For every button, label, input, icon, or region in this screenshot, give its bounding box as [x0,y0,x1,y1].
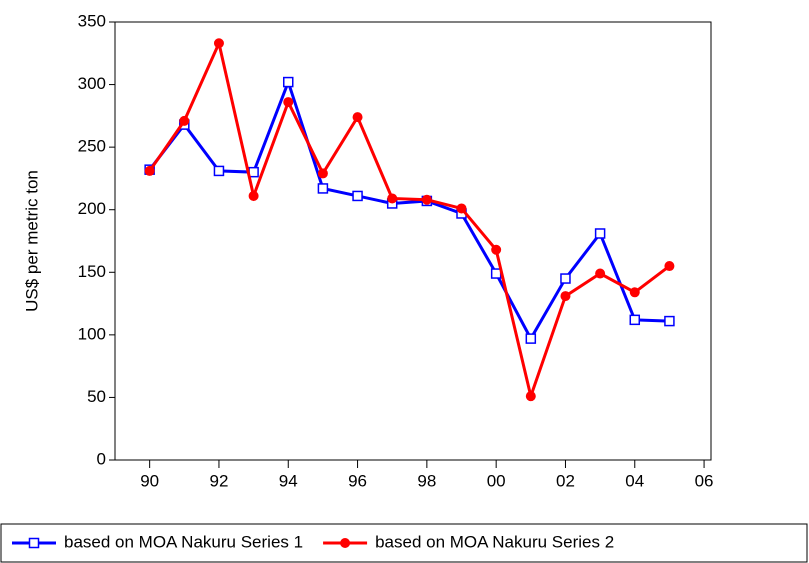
y-tick-label: 200 [78,199,106,218]
data-point [594,228,606,239]
x-tick-label: 96 [348,471,367,490]
y-tick-label: 50 [87,387,106,406]
data-point [317,168,328,179]
y-tick-label: 350 [78,11,106,30]
y-tick-label: 100 [78,324,106,343]
x-tick-label: 06 [695,471,714,490]
data-point [525,391,536,402]
data-point [283,76,294,88]
data-point [352,190,363,202]
plot-frame [114,21,712,461]
data-point [560,291,571,302]
data-point [248,190,259,201]
y-tick-label: 300 [78,74,106,93]
x-tick-label: 00 [487,471,506,490]
data-point [664,315,675,327]
x-tick-label: 94 [279,471,298,490]
data-point [629,287,640,298]
x-tick-label: 02 [556,471,575,490]
data-point [664,261,675,272]
x-tick-label: 90 [140,471,159,490]
data-point [317,183,329,194]
data-point [560,273,571,284]
data-point [421,194,432,205]
x-tick-label: 92 [209,471,228,490]
y-tick-label: 150 [78,262,106,281]
data-point [144,165,155,176]
x-tick-label: 04 [625,471,644,490]
legend-marker [340,538,351,548]
y-tick-label: 0 [97,449,106,468]
legend-box [0,523,808,563]
data-point [595,268,606,279]
data-point [525,333,537,344]
data-point [283,97,294,108]
data-point [387,193,398,204]
series-line [148,38,671,402]
data-point [179,115,190,126]
x-tick-label: 98 [417,471,436,490]
data-point [491,244,502,255]
y-axis-label: US$ per metric ton [22,170,41,312]
data-point [629,314,641,326]
legend-label: based on MOA Nakuru Series 1 [64,532,303,551]
y-tick-label: 250 [78,137,106,156]
data-point [213,165,225,177]
legend-marker [28,537,40,549]
series-line [148,77,670,342]
data-point [490,268,502,279]
data-point [456,203,467,214]
data-point [213,38,224,49]
legend-label: based on MOA Nakuru Series 2 [375,532,614,551]
data-point [352,112,363,123]
